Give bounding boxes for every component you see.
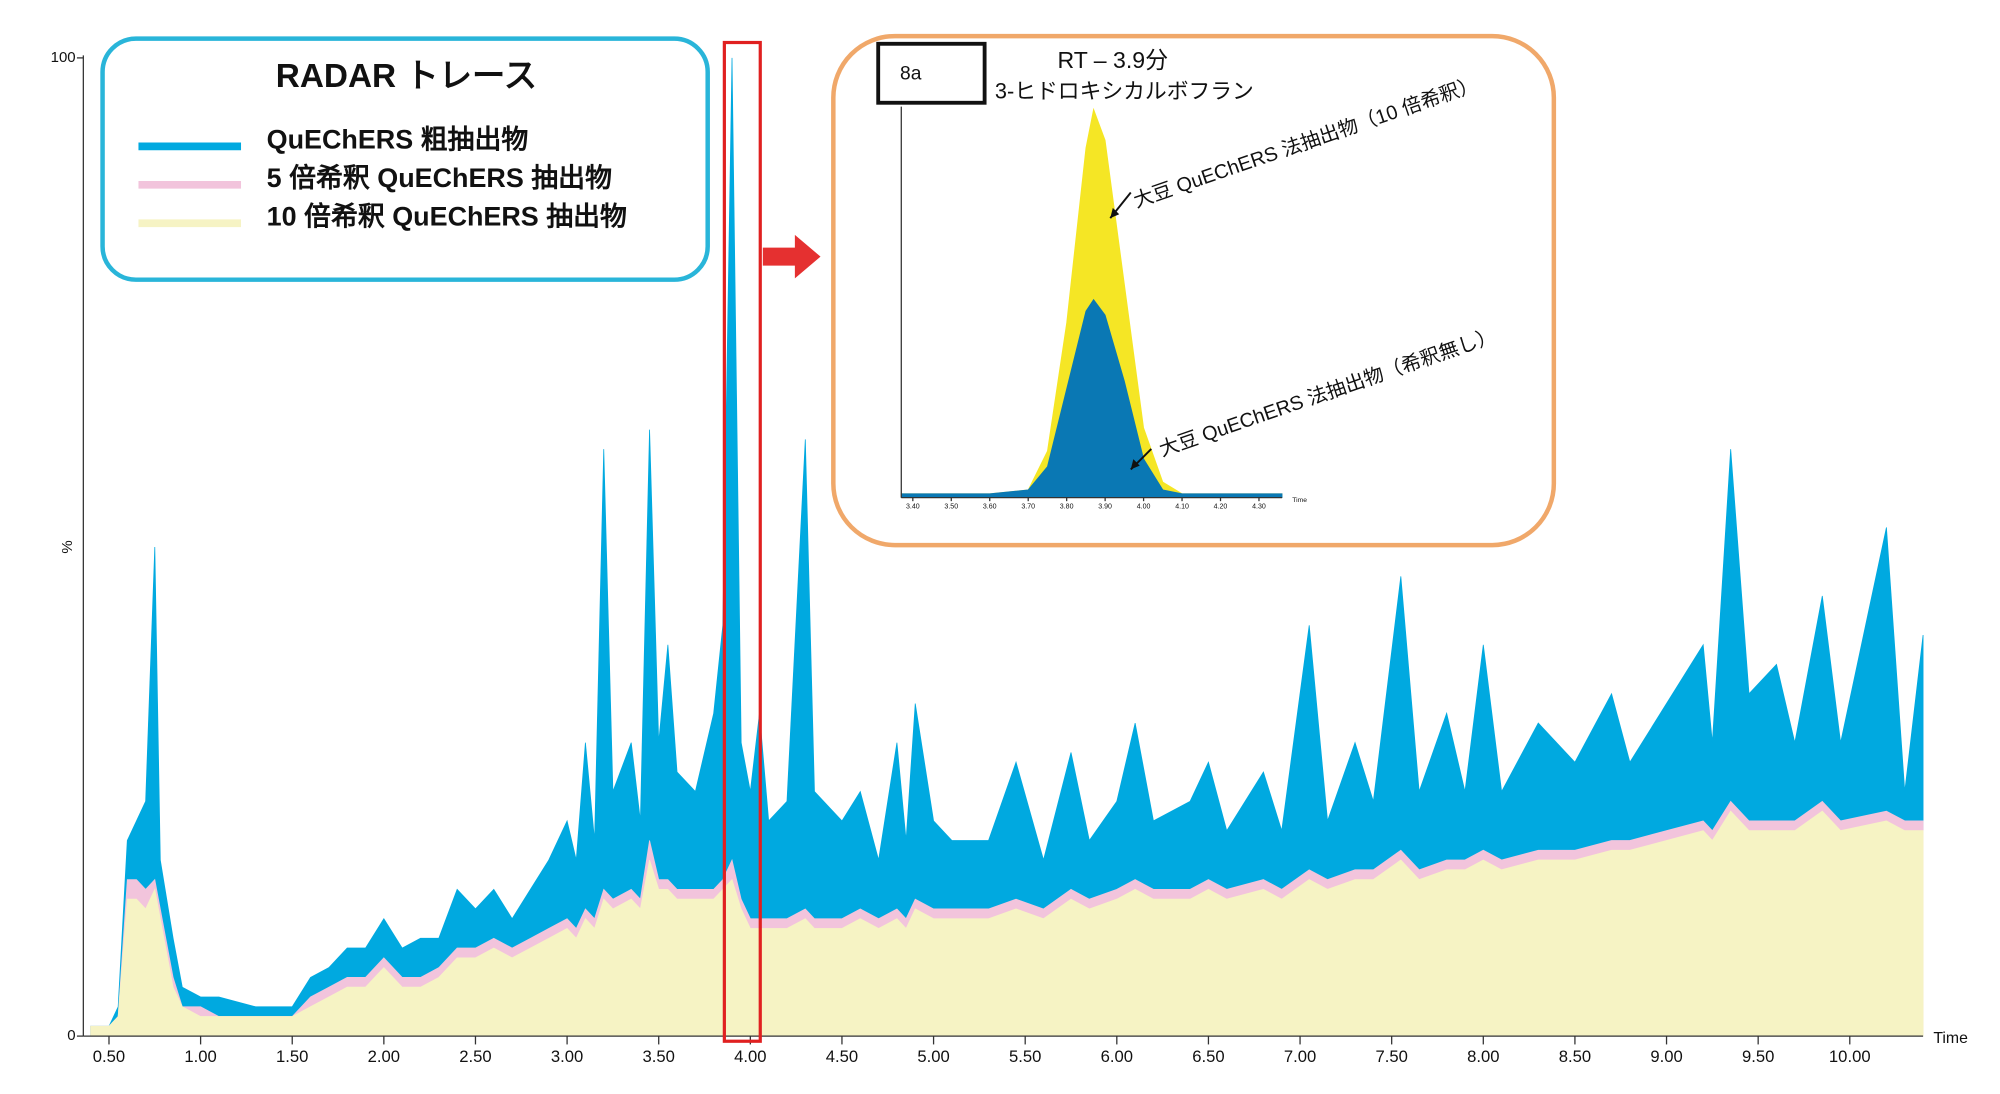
x-tick-label: 3.50: [944, 504, 958, 511]
x-tick-label: 3.60: [983, 504, 997, 511]
annotation-arrowhead: [1110, 207, 1120, 219]
legend-label: QuEChERS 粗抽出物: [267, 124, 529, 154]
x-tick-label: 3.90: [1098, 504, 1112, 511]
x-tick-label: 3.50: [643, 1047, 675, 1066]
x-tick-label: 5.00: [917, 1047, 949, 1066]
arrow: [762, 234, 821, 279]
x-tick-label: 4.00: [734, 1047, 766, 1066]
x-tick-label: 4.10: [1175, 504, 1189, 511]
x-tick-label: 4.20: [1214, 504, 1228, 511]
inset-title: RT – 3.9分: [1057, 47, 1168, 73]
x-tick-label: 6.00: [1101, 1047, 1133, 1066]
annotation-arrowhead: [1130, 459, 1140, 470]
legend-box: [100, 36, 710, 282]
x-tick-label: 8.50: [1559, 1047, 1591, 1066]
x-tick-label: 1.50: [276, 1047, 308, 1066]
panel-label: 8a: [900, 64, 922, 85]
x-tick-label: 6.50: [1192, 1047, 1224, 1066]
y-axis-label: %: [59, 540, 76, 553]
x-tick-label: 9.50: [1742, 1047, 1774, 1066]
area: [900, 298, 1283, 499]
legend-label: 10 倍希釈 QuEChERS 抽出物: [267, 200, 627, 231]
area: [90, 57, 1924, 1037]
y-tick-label: 0: [67, 1027, 75, 1044]
x-tick-label: 2.00: [368, 1047, 400, 1066]
x-tick-label: 9.00: [1650, 1047, 1682, 1066]
y-tick-label: 100: [51, 49, 76, 66]
inset-box: [831, 33, 1557, 548]
x-tick-label: 3.40: [906, 504, 920, 511]
legend-label: 5 倍希釈 QuEChERS 抽出物: [267, 162, 612, 193]
inset-subtitle: 3-ヒドロキシカルボフラン: [995, 78, 1254, 103]
x-axis-label: Time: [1292, 497, 1307, 504]
x-tick-label: 4.00: [1137, 504, 1151, 511]
x-axis-label: Time: [1933, 1030, 1968, 1047]
x-tick-label: 0.50: [93, 1047, 125, 1066]
area: [90, 810, 1924, 1037]
x-tick-label: 2.50: [459, 1047, 491, 1066]
x-tick-label: 4.30: [1252, 504, 1266, 511]
x-tick-label: 7.00: [1284, 1047, 1316, 1066]
x-tick-label: 10.00: [1829, 1047, 1871, 1066]
x-tick-label: 4.50: [826, 1047, 858, 1066]
label-box: [876, 41, 987, 105]
x-tick-label: 5.50: [1009, 1047, 1041, 1066]
x-tick-label: 8.00: [1467, 1047, 1499, 1066]
legend-title: RADAR トレース: [276, 58, 537, 95]
x-tick-label: 1.00: [184, 1047, 216, 1066]
highlight-box: [722, 40, 762, 1043]
x-tick-label: 3.70: [1021, 504, 1035, 511]
x-tick-label: 3.00: [551, 1047, 583, 1066]
x-tick-label: 7.50: [1375, 1047, 1407, 1066]
x-tick-label: 3.80: [1060, 504, 1074, 511]
